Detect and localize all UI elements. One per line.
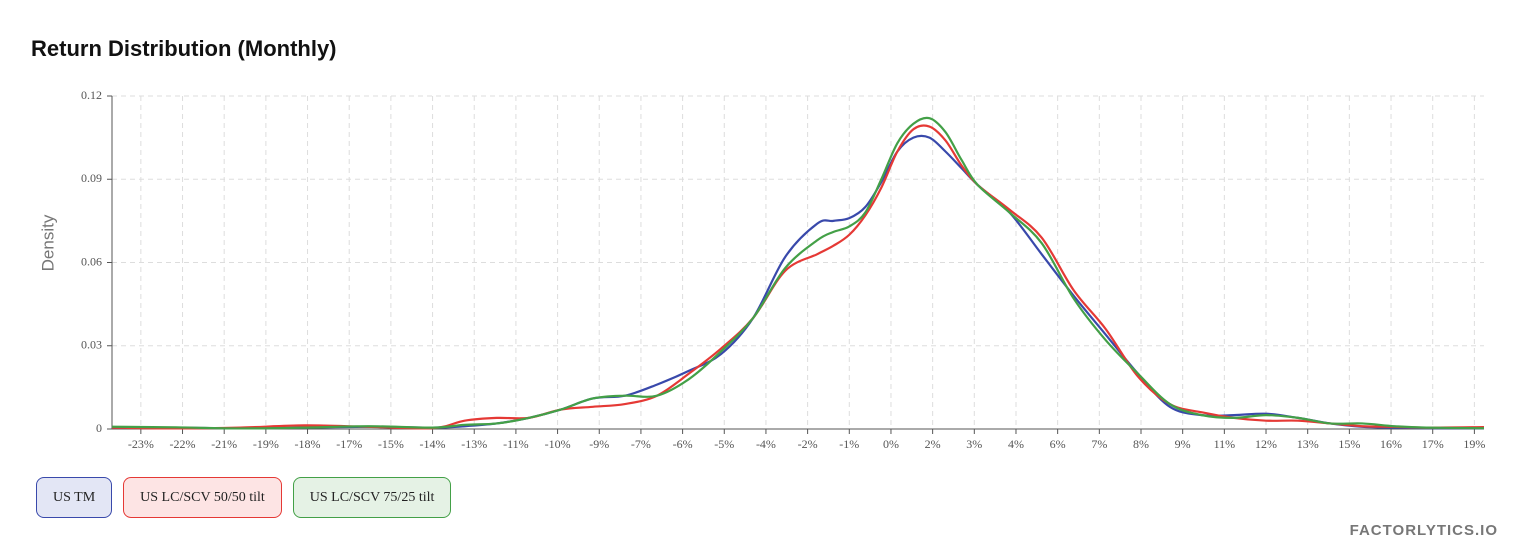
x-tick-label: -2% (798, 437, 818, 451)
x-tick-label: -17% (336, 437, 362, 451)
series-line (111, 134, 1485, 430)
legend-item[interactable]: US LC/SCV 75/25 tilt (292, 477, 452, 518)
series-line (111, 124, 1485, 430)
x-tick-label: -22% (170, 437, 196, 451)
y-tick-label: 0 (96, 421, 102, 435)
x-tick-label: 17% (1422, 437, 1444, 451)
x-tick-label: -15% (378, 437, 404, 451)
x-tick-label: 3% (966, 437, 982, 451)
x-tick-label: -5% (714, 437, 734, 451)
x-tick-label: -19% (253, 437, 279, 451)
legend: US TM US LC/SCV 50/50 tilt US LC/SCV 75/25… (36, 477, 452, 518)
watermark: FACTORLYTICS.IO (1349, 522, 1498, 539)
x-tick-label: 8% (1133, 437, 1149, 451)
x-tick-label: 6% (1050, 437, 1066, 451)
y-tick-label: 0.06 (81, 254, 102, 268)
x-tick-label: 16% (1380, 437, 1402, 451)
x-tick-label: -14% (420, 437, 446, 451)
y-tick-label: 0.09 (81, 171, 102, 185)
y-tick-label: 0.12 (81, 88, 102, 102)
x-tick-label: 0% (883, 437, 899, 451)
x-tick-label: 2% (925, 437, 941, 451)
x-tick-label: -9% (589, 437, 609, 451)
x-tick-label: -1% (839, 437, 859, 451)
x-tick-label: -18% (295, 437, 321, 451)
x-tick-label: 11% (1214, 437, 1236, 451)
x-tick-label: 19% (1463, 437, 1485, 451)
legend-item[interactable]: US LC/SCV 50/50 tilt (123, 477, 282, 518)
y-tick-label: 0.03 (81, 338, 102, 352)
x-tick-label: -23% (128, 437, 154, 451)
x-tick-label: -11% (503, 437, 529, 451)
series-line (111, 116, 1485, 430)
x-tick-label: -4% (756, 437, 776, 451)
x-tick-label: 12% (1255, 437, 1277, 451)
x-tick-label: 9% (1175, 437, 1191, 451)
x-tick-label: -10% (545, 437, 571, 451)
x-tick-label: -13% (461, 437, 487, 451)
x-tick-label: 15% (1338, 437, 1360, 451)
x-tick-label: -6% (673, 437, 693, 451)
x-tick-label: 4% (1008, 437, 1024, 451)
x-tick-label: -7% (631, 437, 651, 451)
chart-title: Return Distribution (Monthly) (31, 36, 337, 61)
x-tick-label: 7% (1091, 437, 1107, 451)
legend-item[interactable]: US TM (36, 477, 113, 518)
x-tick-label: 13% (1297, 437, 1319, 451)
chart: Return Distribution (Monthly) Density 0 0… (31, 36, 1485, 451)
x-tick-label: -21% (211, 437, 237, 451)
y-axis-title: Density (38, 214, 57, 271)
